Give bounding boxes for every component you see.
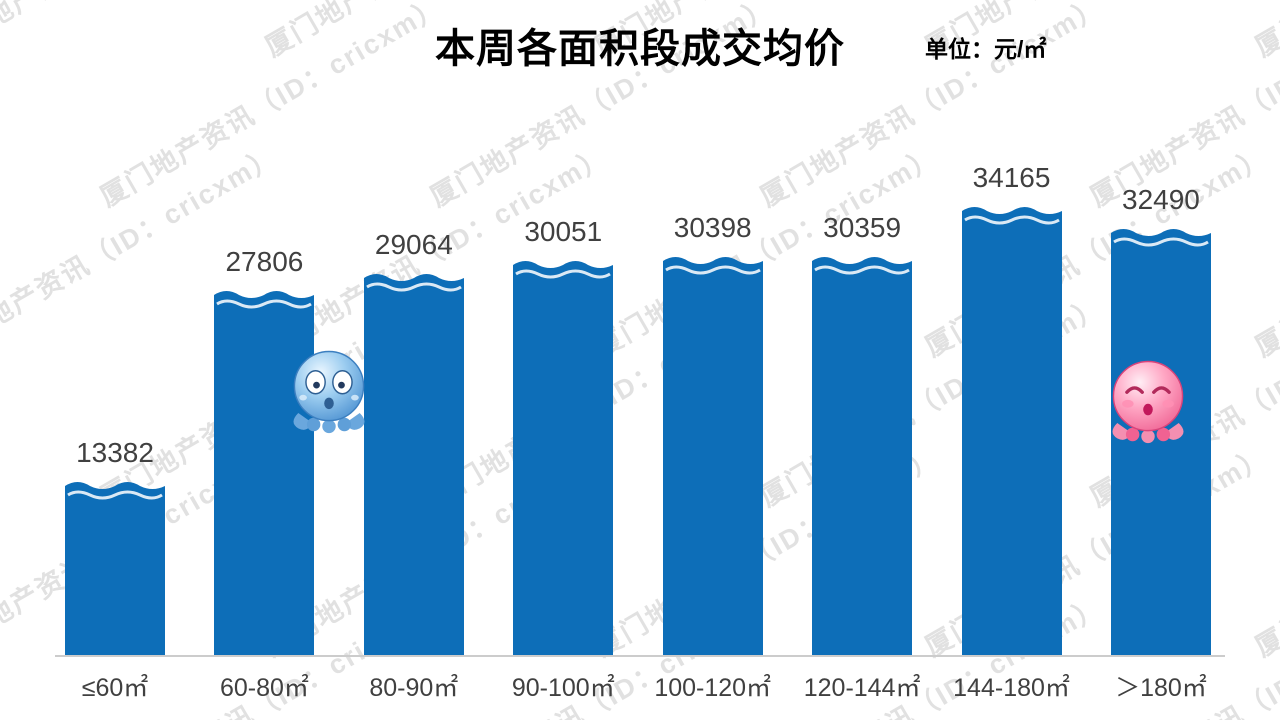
bar bbox=[961, 207, 1062, 655]
watermark-text: 厦门地产资讯（ID：cricxm） bbox=[1249, 140, 1280, 363]
bar bbox=[1110, 229, 1211, 655]
bar-value-label: 30051 bbox=[524, 216, 603, 247]
bar-group: 29064 bbox=[363, 229, 464, 655]
x-axis-category-label: 100-120㎡ bbox=[654, 674, 772, 702]
bar-value-label: 34165 bbox=[972, 162, 1051, 193]
bar-group: 13382 bbox=[65, 437, 165, 655]
bar-group: 27806 bbox=[214, 246, 315, 655]
bar-value-label: 13382 bbox=[76, 437, 154, 468]
x-axis-category-label: ≤60㎡ bbox=[81, 674, 149, 702]
x-axis-category-label: 144-180㎡ bbox=[953, 674, 1070, 702]
bar-value-label: 30359 bbox=[823, 212, 902, 243]
bar bbox=[363, 274, 464, 655]
bar bbox=[214, 291, 315, 655]
bar bbox=[513, 261, 614, 655]
bar-group: 30398 bbox=[662, 212, 763, 655]
bar-value-label: 29064 bbox=[374, 229, 453, 260]
bar bbox=[812, 257, 913, 655]
bar-value-label: 27806 bbox=[225, 246, 304, 277]
bar bbox=[65, 482, 165, 655]
x-axis-category-label: 80-90㎡ bbox=[369, 674, 459, 702]
pink-octopus-icon bbox=[1112, 360, 1184, 444]
chart-title: 本周各面积段成交均价 bbox=[435, 27, 845, 71]
x-axis-category-row: ≤60㎡ 60-80㎡ 80-90㎡ 90-100㎡ 100-120㎡ 120-144㎡ 1… bbox=[65, 668, 1211, 704]
bar-group: 32490 bbox=[1110, 184, 1211, 655]
blue-octopus-icon bbox=[293, 350, 365, 434]
bar-group: 30359 bbox=[812, 212, 913, 655]
x-axis-line bbox=[55, 655, 1225, 657]
bar-value-label: 30398 bbox=[673, 212, 752, 243]
x-axis-category-label: 120-144㎡ bbox=[803, 674, 921, 702]
unit-label: 单位：元/㎡ bbox=[925, 36, 1047, 62]
bar-value-label: 32490 bbox=[1122, 184, 1200, 215]
x-axis-category-label: ＞180㎡ bbox=[1115, 674, 1207, 702]
bar-group: 34165 bbox=[961, 162, 1062, 655]
bar-plot-area: 13382 27806 29064 30051 30398 30359 34165 32490 bbox=[65, 120, 1211, 655]
x-axis-category-label: 60-80㎡ bbox=[219, 674, 309, 702]
bar-group: 30051 bbox=[513, 216, 614, 655]
watermark-text: 厦门地产资讯（ID：cricxm） bbox=[1249, 440, 1280, 663]
bar bbox=[662, 257, 763, 655]
chart-header: 本周各面积段成交均价 单位：元/㎡ bbox=[0, 16, 1280, 76]
x-axis-category-label: 90-100㎡ bbox=[511, 674, 615, 702]
